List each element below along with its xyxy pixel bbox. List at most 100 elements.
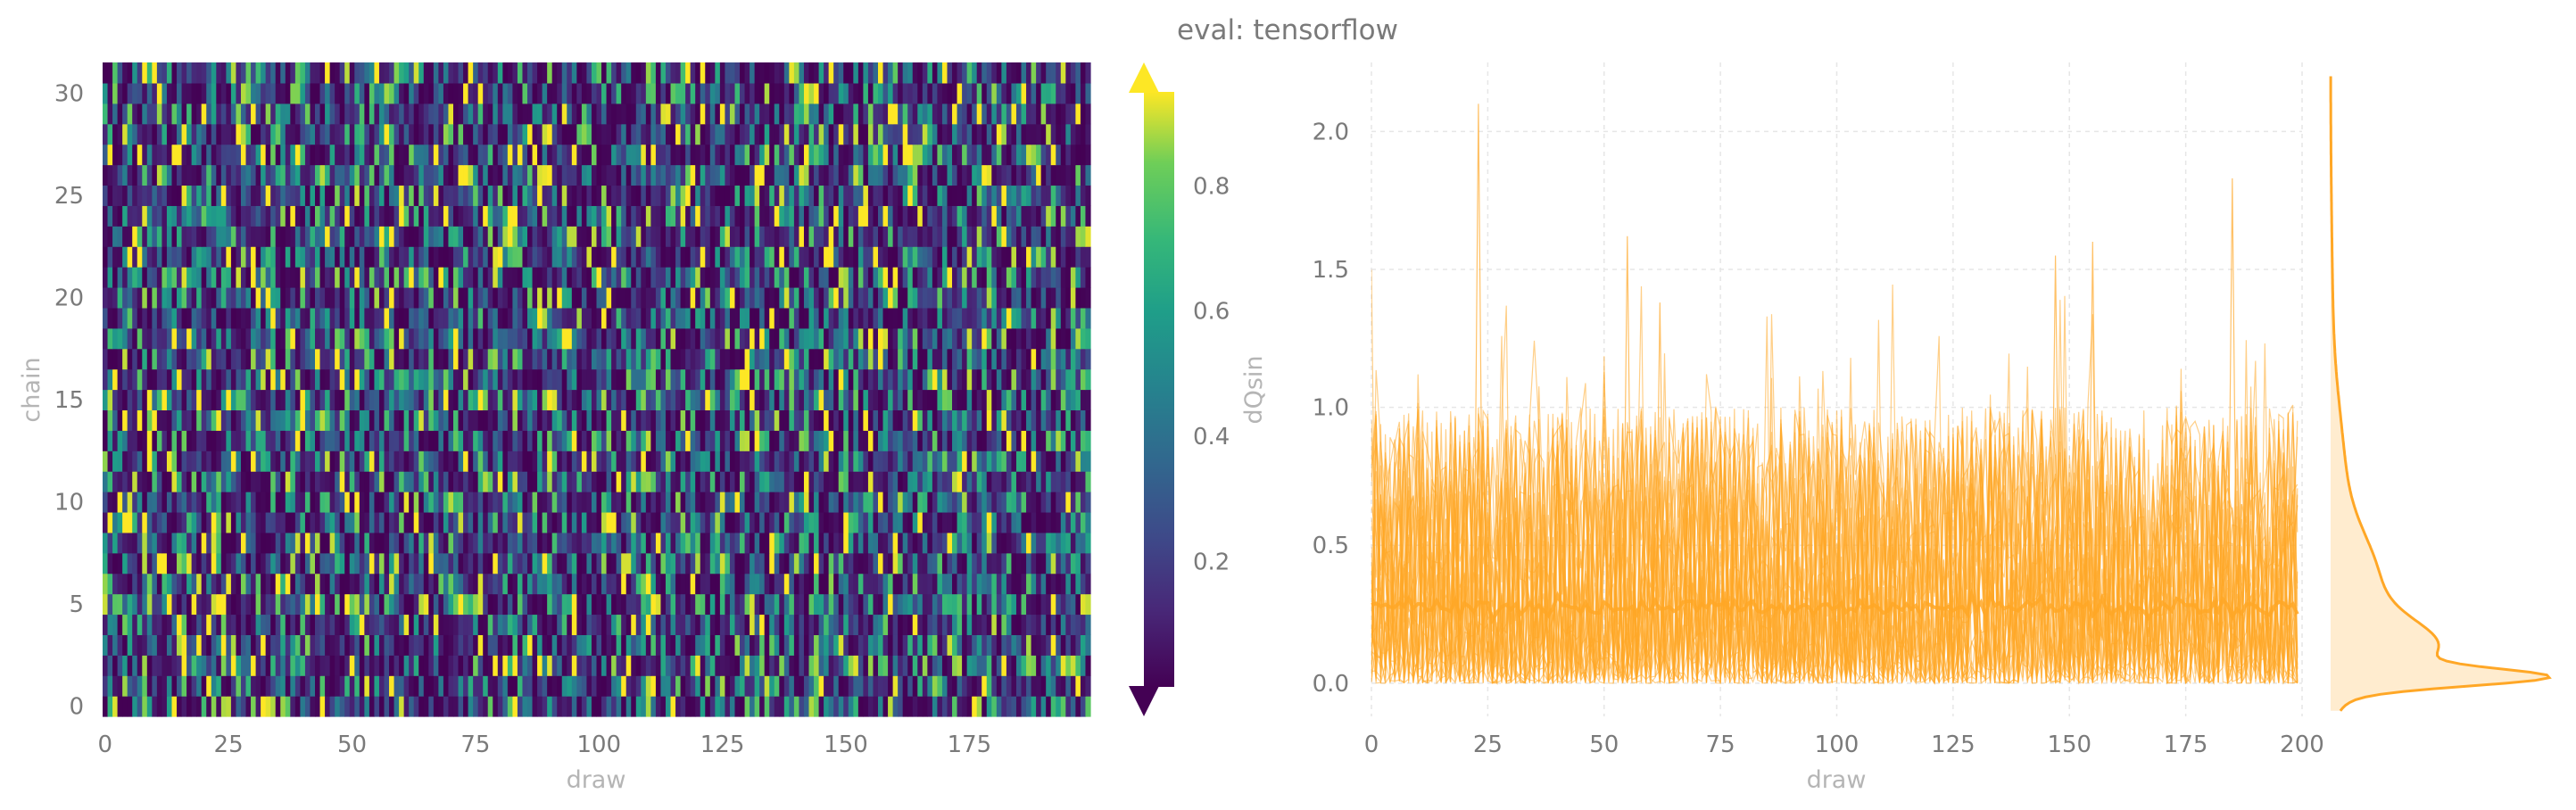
heatmap-cell — [275, 614, 281, 635]
heatmap-cell — [493, 409, 499, 431]
heatmap-cell — [803, 409, 810, 431]
heatmap-cell — [665, 552, 672, 574]
heatmap-cell — [527, 532, 534, 554]
heatmap-cell — [828, 409, 834, 431]
heatmap-cell — [922, 511, 928, 533]
heatmap-cell — [512, 471, 518, 492]
heatmap-cell — [966, 573, 973, 595]
heatmap-cell — [240, 226, 247, 247]
heatmap-cell — [814, 286, 820, 309]
heatmap-cell — [181, 348, 187, 370]
heatmap-cell — [166, 267, 173, 288]
heatmap-cell — [261, 348, 267, 370]
heatmap-cell — [236, 593, 242, 616]
heatmap-cell — [982, 389, 988, 411]
heatmap-cell — [265, 675, 271, 697]
heatmap-cell — [700, 226, 706, 247]
heatmap-cell — [512, 409, 518, 431]
heatmap-cell — [413, 205, 419, 227]
heatmap-cell — [571, 246, 577, 268]
heatmap-cell — [270, 307, 277, 329]
heatmap-cell — [937, 696, 943, 717]
heatmap-cell — [236, 696, 242, 717]
heatmap-cell — [325, 614, 331, 635]
heatmap-cell — [729, 450, 736, 472]
heatmap-cell — [512, 614, 518, 635]
heatmap-cell — [740, 430, 746, 451]
heatmap-cell — [783, 286, 790, 309]
heatmap-cell — [335, 409, 341, 431]
heatmap-cell — [1011, 205, 1017, 227]
heatmap-cell — [393, 450, 400, 472]
heatmap-cell — [418, 348, 425, 370]
heatmap-cell — [409, 389, 415, 411]
heatmap-cell — [517, 552, 524, 574]
heatmap-cell — [384, 492, 390, 513]
heatmap-cell — [898, 511, 904, 533]
heatmap-cell — [206, 409, 212, 431]
heatmap-cell — [601, 246, 608, 268]
heatmap-cell — [384, 286, 390, 309]
heatmap-cell — [982, 368, 988, 391]
heatmap-cell — [502, 593, 509, 616]
heatmap-cell — [443, 532, 450, 554]
heatmap-cell — [857, 348, 864, 370]
heatmap-cell — [142, 246, 148, 268]
heatmap-cell — [339, 471, 345, 492]
heatmap-cell — [991, 226, 998, 247]
heatmap-cell — [181, 389, 187, 411]
heatmap-cell — [329, 492, 335, 513]
heatmap-cell — [734, 430, 741, 451]
heatmap-cell — [675, 286, 682, 309]
heatmap-cell — [211, 471, 217, 492]
heatmap-cell — [181, 492, 187, 513]
heatmap-cell — [759, 368, 766, 391]
heatmap-cell — [502, 246, 509, 268]
heatmap-cell — [122, 593, 128, 616]
heatmap-cell — [1056, 492, 1062, 513]
heatmap-cell — [631, 226, 637, 247]
heatmap-cell — [685, 634, 692, 656]
heatmap-cell — [561, 634, 567, 656]
heatmap-cell — [230, 205, 237, 227]
heatmap-cell — [591, 205, 598, 227]
heatmap-cell — [285, 205, 291, 227]
heatmap-cell — [596, 696, 602, 717]
heatmap-cell — [596, 348, 602, 370]
heatmap-cell — [789, 246, 795, 268]
heatmap-cell — [359, 675, 365, 697]
heatmap-cell — [201, 614, 207, 635]
heatmap-cell — [625, 246, 632, 268]
heatmap-cell — [581, 511, 588, 533]
heatmap-cell — [937, 307, 943, 329]
heatmap-cell — [857, 675, 864, 697]
heatmap-cell — [882, 246, 889, 268]
heatmap-cell — [878, 552, 884, 574]
heatmap-cell — [146, 655, 153, 676]
heatmap-cell — [512, 307, 518, 329]
heatmap-cell — [996, 634, 1002, 656]
heatmap-cell — [166, 655, 173, 676]
heatmap-cell — [1060, 368, 1066, 391]
heatmap-cell — [384, 573, 390, 595]
heatmap-cell — [132, 655, 138, 676]
heatmap-cell — [996, 450, 1002, 472]
heatmap-cell — [655, 552, 662, 574]
heatmap-cell — [937, 327, 943, 350]
heatmap-cell — [433, 267, 439, 288]
heatmap-cell — [166, 327, 173, 350]
heatmap-cell — [423, 450, 429, 472]
heatmap-cell — [290, 368, 296, 391]
heatmap-cell — [769, 492, 775, 513]
heatmap-cell — [532, 675, 538, 697]
heatmap-cell — [818, 409, 824, 431]
heatmap-cell — [369, 307, 376, 329]
heatmap-cell — [502, 675, 509, 697]
heatmap-cell — [354, 552, 360, 574]
heatmap-cell — [344, 205, 351, 227]
heatmap-cell — [107, 492, 113, 513]
heatmap-cell — [606, 696, 612, 717]
heatmap-cell — [808, 267, 815, 288]
heatmap-cell — [240, 246, 247, 268]
heatmap-cell — [127, 532, 133, 554]
